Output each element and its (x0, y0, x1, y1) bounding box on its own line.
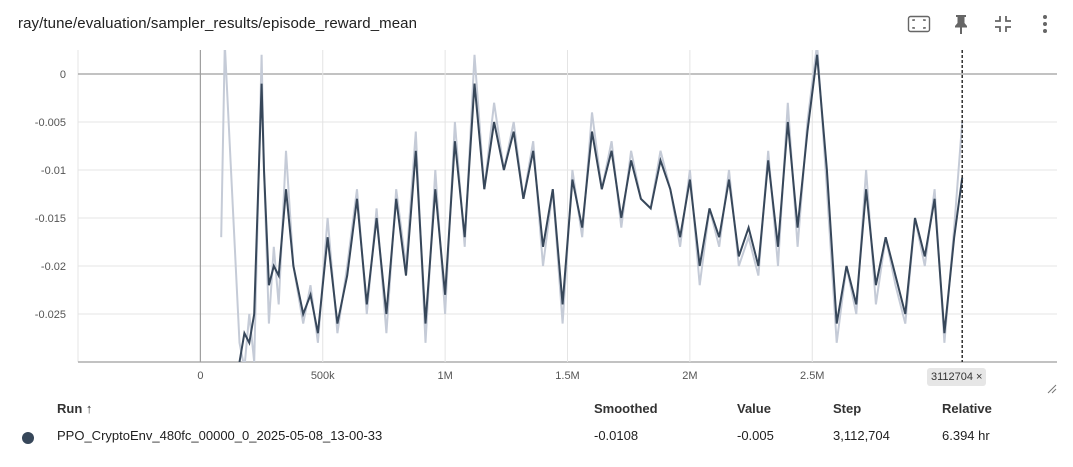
header-step[interactable]: Step (833, 401, 862, 416)
header-run[interactable]: Run ↑ (57, 401, 93, 416)
smoothed-series-line (238, 54, 964, 362)
y-tick-label: -0.005 (35, 117, 66, 129)
x-tick-label: 1.5M (555, 370, 579, 382)
line-chart[interactable]: 0 -0.005 -0.01 -0.015 -0.02 -0.025 0 500k 1M 1.5… (0, 40, 1073, 385)
table-header-row: Run ↑ Smoothed Value Step Relative (0, 398, 1073, 420)
y-tick-label: -0.025 (35, 309, 66, 321)
table-row[interactable]: PPO_CryptoEnv_480fc_00000_0_2025-05-08_1… (0, 425, 1073, 447)
header-value[interactable]: Value (737, 401, 771, 416)
step-value: 3,112,704 (833, 428, 890, 443)
more-options-button[interactable] (1031, 10, 1059, 38)
step-cursor-label: 3112704 (931, 371, 974, 383)
smoothed-value: -0.0108 (594, 428, 639, 443)
y-axis: 0 -0.005 -0.01 -0.015 -0.02 -0.025 (35, 69, 66, 321)
y-tick-label: -0.02 (41, 261, 66, 273)
fit-domain-button[interactable] (905, 10, 933, 38)
step-cursor-chip[interactable]: 3112704 × (927, 368, 987, 386)
run-color-dot (22, 432, 34, 444)
collapse-button[interactable] (989, 10, 1017, 38)
chart-toolbar (905, 10, 1059, 38)
raw-value: -0.005 (737, 428, 774, 443)
x-axis: 0 500k 1M 1.5M 2M 2.5M (197, 370, 824, 382)
run-name: PPO_CryptoEnv_480fc_00000_0_2025-05-08_1… (57, 428, 383, 443)
resize-handle-icon[interactable] (1047, 384, 1057, 394)
chart-grid (77, 50, 1057, 363)
chart-title: ray/tune/evaluation/sampler_results/epis… (18, 15, 418, 32)
x-tick-label: 1M (437, 370, 452, 382)
close-icon[interactable]: × (976, 371, 983, 383)
more-vert-icon (1043, 15, 1047, 33)
header-relative[interactable]: Relative (942, 401, 992, 416)
header-smoothed[interactable]: Smoothed (594, 401, 658, 416)
fit-domain-icon (907, 15, 931, 33)
x-tick-label: 2M (682, 370, 697, 382)
y-tick-label: 0 (60, 69, 66, 81)
pin-icon (955, 15, 967, 34)
relative-time: 6.394 hr (942, 428, 990, 443)
x-tick-label: 500k (311, 370, 335, 382)
collapse-icon (995, 16, 1011, 32)
x-tick-label: 0 (197, 370, 203, 382)
raw-series-line (220, 50, 964, 362)
y-tick-label: -0.015 (35, 213, 66, 225)
pin-button[interactable] (947, 10, 975, 38)
y-tick-label: -0.01 (41, 165, 66, 177)
x-tick-label: 2.5M (800, 370, 824, 382)
